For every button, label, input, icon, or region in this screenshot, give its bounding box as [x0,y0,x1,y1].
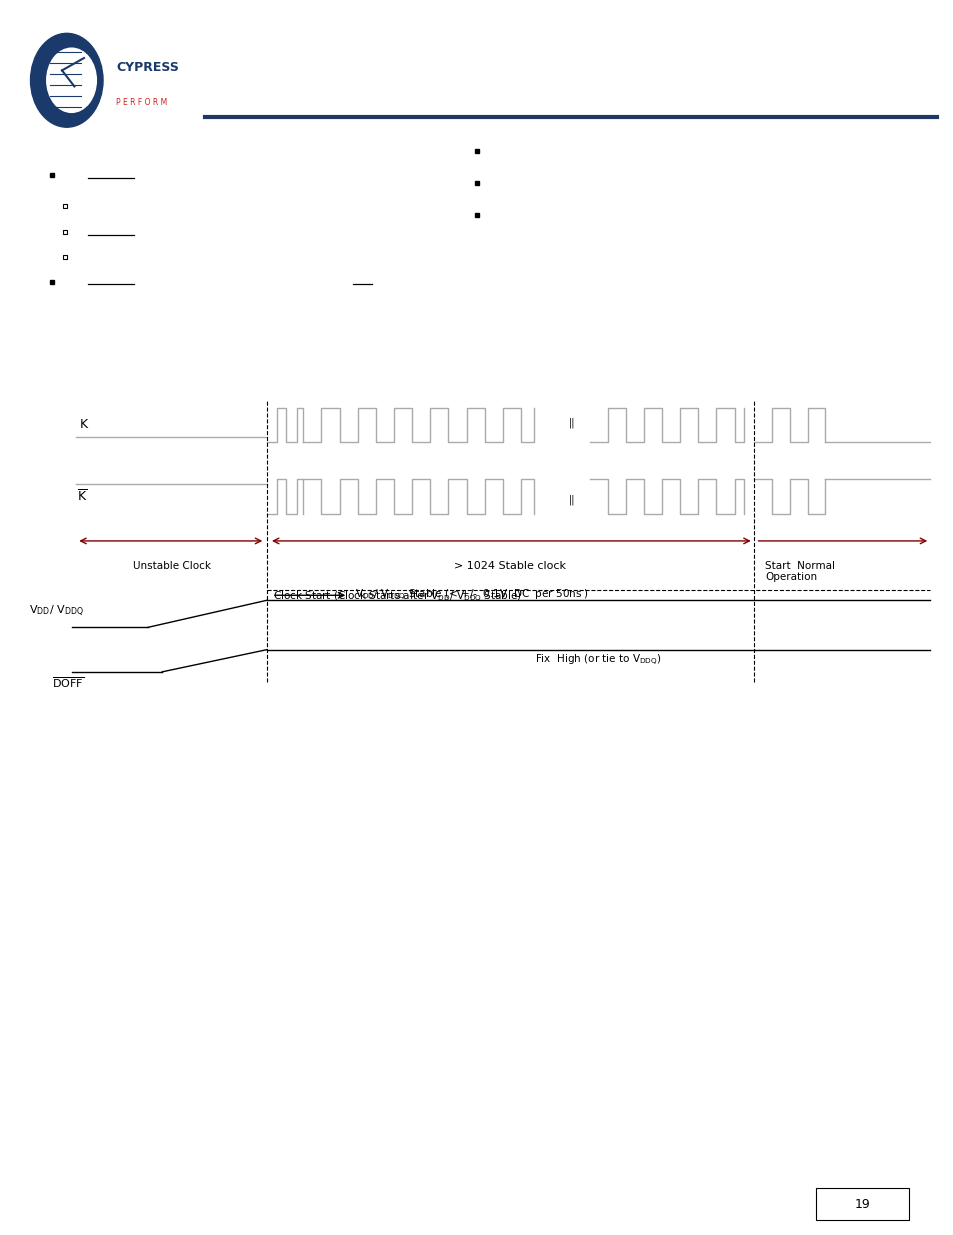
Text: Unstable Clock: Unstable Clock [132,561,211,571]
Text: $\overline{\rm DOFF}$: $\overline{\rm DOFF}$ [51,676,84,690]
Bar [815,1188,908,1220]
Text: ||: || [569,495,575,505]
Text: Clock Start (Clock Starts after V$_{\rm DD}$/ V$_{\rm DDQ}$ Stable): Clock Start (Clock Starts after V$_{\rm … [273,590,521,605]
Text: P E R F O R M: P E R F O R M [116,98,168,107]
Circle shape [47,48,96,112]
Text: ||: || [569,417,575,427]
Text: 19: 19 [854,1198,869,1210]
Text: CYPRESS: CYPRESS [116,62,179,74]
Text: K: K [79,419,88,431]
Text: V$_{\rm DD}$/ V$_{\rm DDQ}$ Stable (< +/-  0.1V  DC  per 50ns ): V$_{\rm DD}$/ V$_{\rm DDQ}$ Stable (< +/… [355,588,588,603]
Text: Fix  High (or tie to V$_{\rm DDQ}$): Fix High (or tie to V$_{\rm DDQ}$) [535,653,661,668]
Text: Start  Normal
Operation: Start Normal Operation [764,561,834,582]
Text: V$_{\rm DD}$/ V$_{\rm DDQ}$: V$_{\rm DD}$/ V$_{\rm DDQ}$ [30,604,84,619]
Text: > 1024 Stable clock: > 1024 Stable clock [454,561,566,571]
Text: $\overline{\rm K}$: $\overline{\rm K}$ [77,489,88,504]
Circle shape [30,33,103,127]
